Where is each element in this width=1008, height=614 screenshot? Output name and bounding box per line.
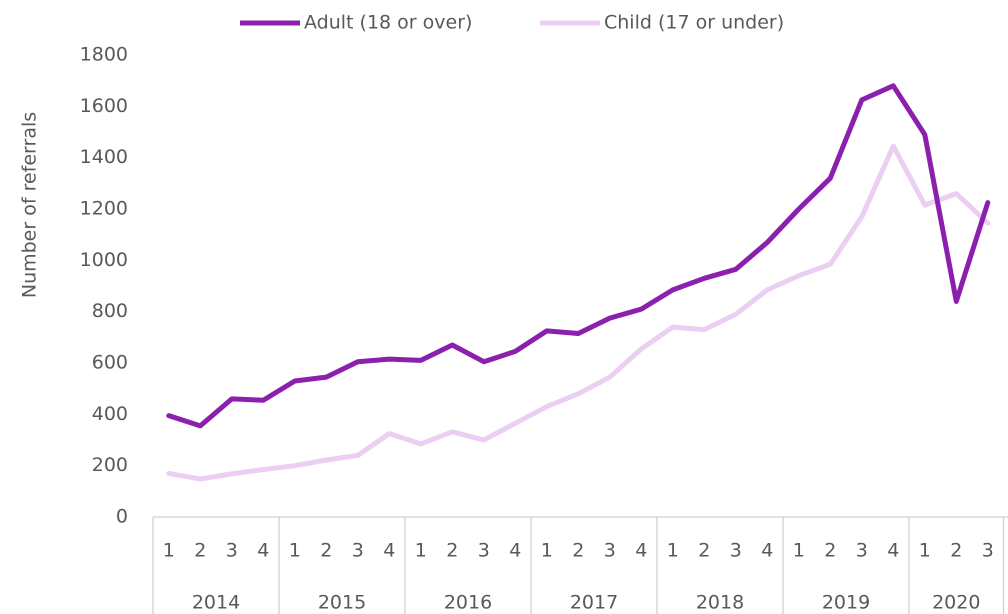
x-tick-label: 2 [320,540,332,562]
y-tick-label: 800 [92,300,128,322]
x-tick-label: 2 [446,540,458,562]
legend-label: Child (17 or under) [604,12,784,34]
x-tick-label: 4 [635,540,647,562]
x-tick-label: 4 [509,540,521,562]
legend-label: Adult (18 or over) [304,12,472,34]
x-tick-label: 1 [793,540,805,562]
x-tick-label: 1 [667,540,679,562]
y-tick-label: 1600 [80,95,128,117]
x-tick-label: 4 [257,540,269,562]
x-tick-label: 3 [352,540,364,562]
series-line [166,83,991,429]
y-tick-label: 200 [92,454,128,476]
x-tick-label: 2 [194,540,206,562]
x-tick-label: 1 [415,540,427,562]
x-tick-label: 3 [856,540,868,562]
x-group-label: 2015 [318,592,366,614]
x-tick-label: 4 [383,540,395,562]
x-tick-label: 3 [604,540,616,562]
y-tick-label: 1800 [80,44,128,66]
y-tick-label: 1400 [80,146,128,168]
x-tick-label: 1 [541,540,553,562]
x-group-label: 2016 [444,592,492,614]
x-tick-label: 3 [478,540,490,562]
series-line [166,143,991,482]
x-tick-label: 3 [982,540,994,562]
x-tick-label: 3 [226,540,238,562]
x-tick-label: 2 [572,540,584,562]
y-tick-label: 1000 [80,249,128,271]
y-tick-label: 400 [92,403,128,425]
x-tick-label: 4 [761,540,773,562]
x-tick-label: 1 [163,540,175,562]
x-tick-label: 1 [289,540,301,562]
x-group-label: 2019 [822,592,870,614]
x-group-label: 2014 [192,592,240,614]
x-group-label: 2017 [570,592,618,614]
y-tick-label: 0 [116,506,128,528]
x-group-label: 2018 [696,592,744,614]
y-tick-label: 1200 [80,198,128,220]
x-tick-label: 2 [950,540,962,562]
x-tick-label: 1 [919,540,931,562]
y-tick-label: 600 [92,352,128,374]
x-tick-label: 2 [698,540,710,562]
x-tick-label: 4 [887,540,899,562]
x-tick-label: 3 [730,540,742,562]
y-axis-title: Number of referrals [19,112,41,298]
x-tick-label: 2 [824,540,836,562]
x-group-label: 2020 [932,592,980,614]
